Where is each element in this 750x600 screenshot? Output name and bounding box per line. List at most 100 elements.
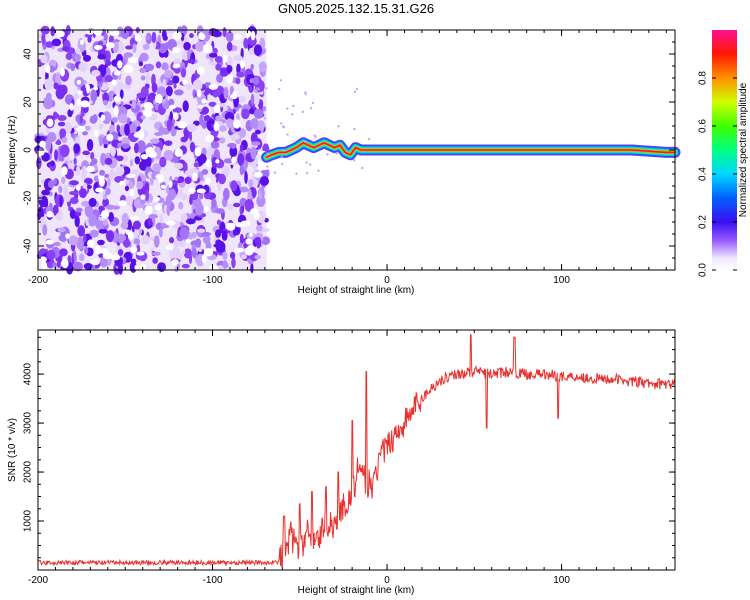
noise-blob: [261, 236, 271, 245]
noise-gap: [198, 33, 206, 41]
noise-blob: [250, 93, 255, 106]
noise-blob: [219, 125, 227, 132]
noise-blob: [249, 108, 255, 115]
noise-blob: [237, 95, 246, 103]
spectrogram-y-axis-label: Frequency (Hz): [7, 116, 18, 185]
noise-blob: [183, 41, 191, 51]
noise-gap: [69, 103, 74, 111]
noise-blob: [122, 60, 126, 66]
noise-blob: [124, 185, 130, 192]
noise-gap: [194, 146, 202, 157]
noise-blob: [74, 215, 80, 228]
noise-blob: [227, 142, 237, 149]
noise-blob: [132, 43, 137, 54]
noise-blob: [121, 143, 130, 149]
noise-blob: [193, 162, 200, 168]
noise-gap: [140, 194, 146, 200]
noise-blob: [98, 228, 108, 234]
x-tick-label: 0: [384, 275, 390, 286]
noise-blob: [161, 30, 167, 39]
noise-gap: [106, 133, 114, 142]
noise-gap: [240, 60, 245, 69]
noise-blob: [222, 260, 228, 269]
noise-gap: [61, 258, 69, 269]
stray-point: [280, 162, 284, 166]
noise-blob: [198, 192, 204, 200]
colorbar-tick-label: 0.6: [698, 119, 709, 133]
noise-gap: [119, 180, 125, 186]
noise-blob: [253, 44, 263, 56]
noise-blob: [148, 213, 159, 219]
noise-gap: [231, 156, 237, 164]
noise-blob: [183, 248, 192, 259]
noise-blob: [232, 55, 243, 61]
noise-blob: [182, 100, 189, 112]
stray-point: [337, 125, 340, 128]
noise-blob: [95, 218, 105, 231]
noise-blob: [133, 142, 139, 154]
noise-blob: [133, 238, 141, 245]
noise-gap: [76, 126, 86, 133]
noise-blob: [56, 260, 61, 268]
noise-gap: [205, 159, 212, 168]
noise-gap: [128, 57, 139, 63]
noise-blob: [37, 194, 43, 200]
noise-blob: [110, 146, 116, 157]
noise-blob: [133, 220, 141, 230]
noise-gap: [76, 98, 81, 107]
noise-blob: [81, 200, 91, 207]
noise-blob: [184, 176, 192, 185]
noise-blob: [88, 197, 97, 207]
stray-point: [335, 151, 339, 155]
noise-blob: [105, 204, 115, 210]
noise-blob: [164, 42, 170, 50]
noise-blob: [205, 241, 212, 251]
noise-blob: [140, 75, 146, 81]
noise-blob: [78, 61, 88, 72]
noise-gap: [123, 64, 134, 74]
noise-blob: [74, 210, 82, 217]
noise-blob: [69, 196, 79, 205]
stray-point: [353, 127, 356, 131]
noise-gap: [172, 63, 180, 69]
noise-blob: [254, 254, 261, 260]
noise-blob: [211, 198, 217, 209]
noise-blob: [206, 118, 215, 132]
noise-blob: [42, 224, 48, 236]
noise-blob: [100, 152, 107, 166]
noise-blob: [191, 248, 198, 259]
noise-gap: [226, 74, 234, 84]
noise-gap: [59, 67, 65, 77]
noise-blob: [59, 248, 68, 257]
noise-blob: [256, 86, 260, 91]
colorbar-gradient: [712, 30, 737, 270]
noise-blob: [225, 118, 234, 128]
noise-blob: [196, 228, 206, 233]
stray-point: [309, 106, 313, 110]
noise-gap: [232, 90, 238, 100]
noise-gap: [171, 259, 179, 266]
noise-gap: [80, 100, 90, 108]
snr-panel: -200 -100 0 100 1000 2000 3000 4000 Height of …: [7, 329, 676, 596]
noise-blob: [121, 154, 129, 163]
noise-blob: [73, 157, 77, 165]
noise-gap: [77, 90, 83, 95]
stray-point: [277, 87, 281, 91]
noise-gap: [136, 251, 145, 256]
noise-gap: [110, 31, 115, 36]
noise-blob: [164, 70, 173, 79]
noise-blob: [107, 170, 117, 180]
noise-gap: [172, 112, 179, 121]
noise-blob: [169, 237, 175, 244]
noise-gap: [55, 28, 62, 35]
noise-blob: [136, 180, 144, 190]
noise-blob: [159, 213, 164, 224]
noise-blob: [253, 108, 264, 119]
noise-blob: [133, 198, 141, 209]
noise-blob: [243, 242, 248, 249]
noise-gap: [253, 171, 263, 178]
chart-title: GN05.2025.132.15.31.G26: [278, 1, 434, 16]
noise-blob: [258, 61, 267, 73]
noise-gap: [246, 244, 256, 253]
noise-blob: [214, 56, 224, 63]
